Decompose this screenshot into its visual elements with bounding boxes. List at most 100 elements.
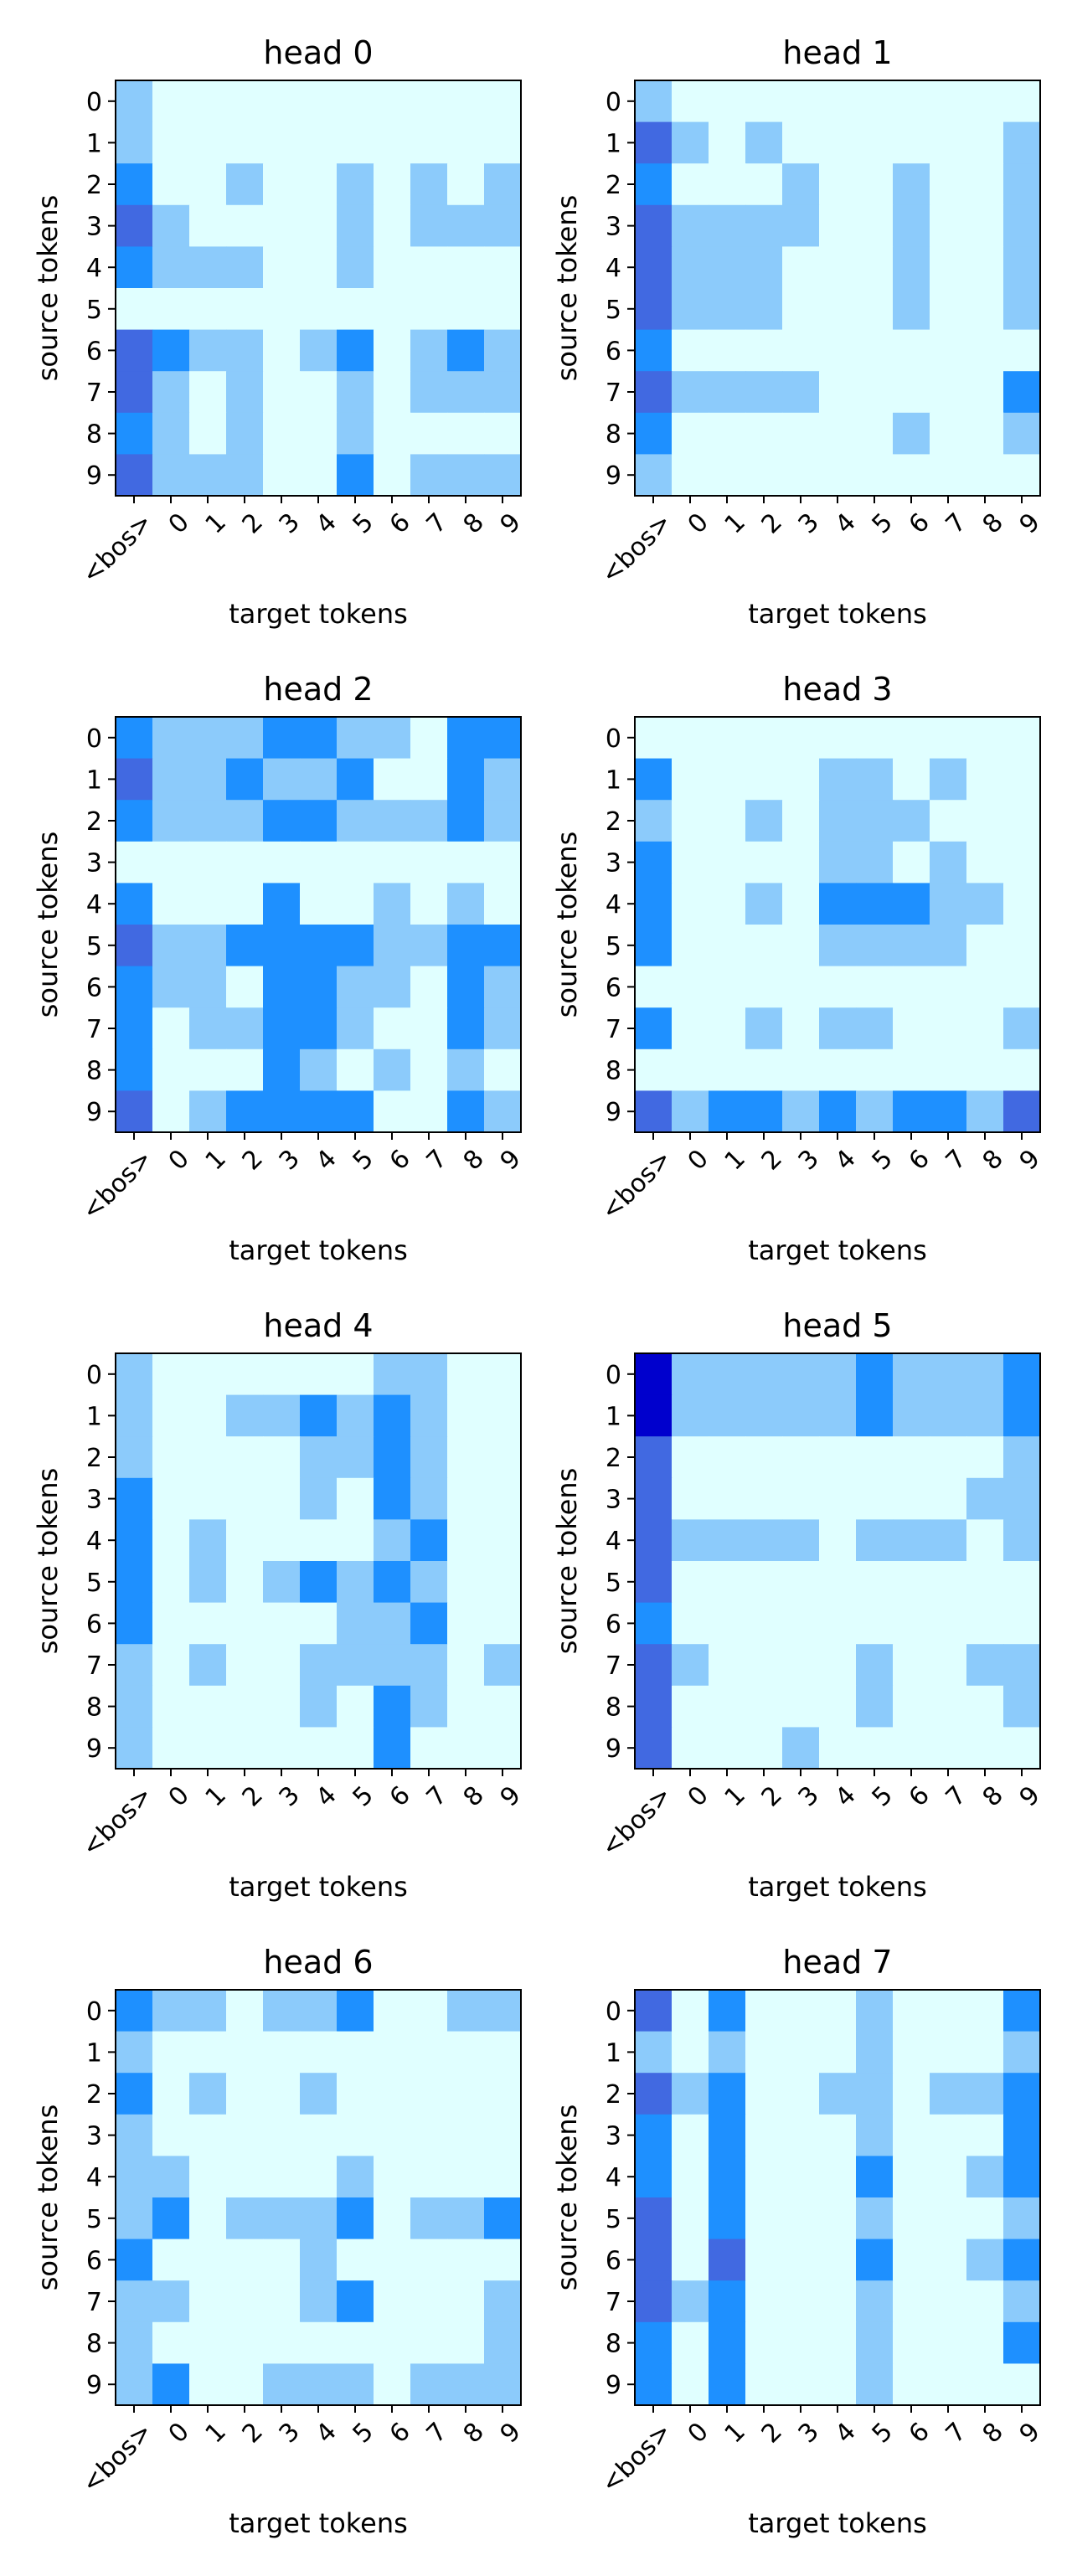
heatmap-cell [189, 371, 227, 414]
heatmap-cell [745, 2156, 783, 2198]
heatmap-cell [226, 1519, 264, 1562]
heatmap-cell [337, 883, 374, 925]
heatmap-cell [930, 1353, 967, 1396]
heatmap-cell [966, 163, 1004, 206]
heatmap-cell [745, 1727, 783, 1770]
heatmap-cell [226, 841, 264, 884]
heatmap-cell [635, 1602, 673, 1645]
heatmap-cell [484, 1007, 522, 1050]
heatmap-cell [447, 925, 485, 967]
heatmap-cell [893, 2073, 930, 2115]
heatmap-cell [116, 1477, 153, 1520]
heatmap-cell [782, 412, 820, 455]
heatmap-cell [410, 2239, 448, 2281]
heatmap-cell [966, 1353, 1004, 1396]
heatmap-cell [226, 2363, 264, 2406]
heatmap-cell [447, 2363, 485, 2406]
heatmap-cell [374, 80, 411, 123]
y-tick-label: 1 [606, 1402, 621, 1431]
heatmap-cell [300, 2363, 338, 2406]
heatmap-cell [189, 800, 227, 842]
heatmap-cell [782, 288, 820, 331]
heatmap-cell [447, 2197, 485, 2240]
x-tick-label: <bos> [76, 507, 158, 590]
heatmap-cell [226, 246, 264, 289]
heatmap-cell [226, 758, 264, 801]
heatmap-cell [484, 758, 522, 801]
heatmap-cell [263, 758, 301, 801]
heatmap-cell [410, 1394, 448, 1437]
x-tick-label: 3 [274, 1144, 306, 1176]
heatmap-cell [930, 758, 967, 801]
heatmap-cell [893, 966, 930, 1008]
y-tick-label: 2 [606, 807, 621, 837]
heatmap-cell [189, 1048, 227, 1091]
heatmap-cell [709, 80, 746, 123]
heatmap-cell [447, 1727, 485, 1770]
y-tick-label: 0 [606, 1361, 621, 1390]
heatmap-cell [635, 2156, 673, 2198]
heatmap-cell [782, 2239, 820, 2281]
heatmap-cell [672, 329, 709, 372]
heatmap-cell [337, 2363, 374, 2406]
heatmap-cell [1003, 2280, 1041, 2323]
heatmap-cell [337, 1644, 374, 1687]
heatmap-cell [1003, 246, 1041, 289]
heatmap-cell [484, 2239, 522, 2281]
heatmap-cell [226, 288, 264, 331]
heatmap-cell [782, 121, 820, 164]
x-tick-label: 9 [1014, 2417, 1046, 2449]
heatmap-cell [856, 2321, 894, 2364]
heatmap-cell [484, 1477, 522, 1520]
y-tick-label: 7 [606, 2288, 621, 2317]
heatmap-cell [709, 288, 746, 331]
heatmap-cell [856, 758, 894, 801]
heatmap-cell [709, 717, 746, 760]
heatmap-cell [819, 2073, 857, 2115]
heatmap-cell [374, 717, 411, 760]
heatmap-cell [782, 2031, 820, 2074]
heatmap-cell [819, 288, 857, 331]
heatmap-cell [337, 1353, 374, 1396]
heatmap-cell [709, 454, 746, 497]
y-tick-label: 9 [86, 2371, 102, 2400]
heatmap-cell [709, 1727, 746, 1770]
heatmap-cell [226, 1685, 264, 1728]
heatmap-cell [189, 1007, 227, 1050]
heatmap-cell [672, 2363, 709, 2406]
heatmap-cell [226, 1990, 264, 2032]
heatmap-cell [447, 883, 485, 925]
heatmap-cell [447, 2114, 485, 2156]
heatmap-cell [930, 2363, 967, 2406]
y-tick-label: 9 [606, 461, 621, 491]
heatmap-cell [893, 454, 930, 497]
heatmap-cell [893, 2114, 930, 2156]
heatmap-cell [226, 204, 264, 247]
x-tick-label: 8 [977, 2417, 1009, 2449]
heatmap-cell [966, 2031, 1004, 2074]
y-axis-label: source tokens [32, 2105, 64, 2291]
heatmap-cell [1003, 758, 1041, 801]
y-tick-label: 8 [86, 420, 102, 450]
heatmap-cell [856, 246, 894, 289]
heatmap-cell [709, 2073, 746, 2115]
heatmap-cell [300, 2114, 338, 2156]
y-tick-label: 0 [86, 1997, 102, 2027]
y-tick-label: 1 [606, 129, 621, 158]
heatmap-cell [374, 1644, 411, 1687]
y-tick-label: 0 [86, 1361, 102, 1390]
heatmap-cell [819, 2321, 857, 2364]
heatmap-cell [819, 454, 857, 497]
heatmap-cell [672, 2156, 709, 2198]
heatmap-cell [300, 2031, 338, 2074]
heatmap-cell [300, 2073, 338, 2115]
heatmap-cell [116, 2073, 153, 2115]
heatmap-cell [745, 246, 783, 289]
heatmap-cell [709, 758, 746, 801]
heatmap-cell [930, 883, 967, 925]
heatmap-cell [447, 1007, 485, 1050]
heatmap-cell [966, 2197, 1004, 2240]
heatmap-cell [745, 1353, 783, 1396]
heatmap-cell [672, 1727, 709, 1770]
panel-title: head 0 [263, 34, 373, 71]
